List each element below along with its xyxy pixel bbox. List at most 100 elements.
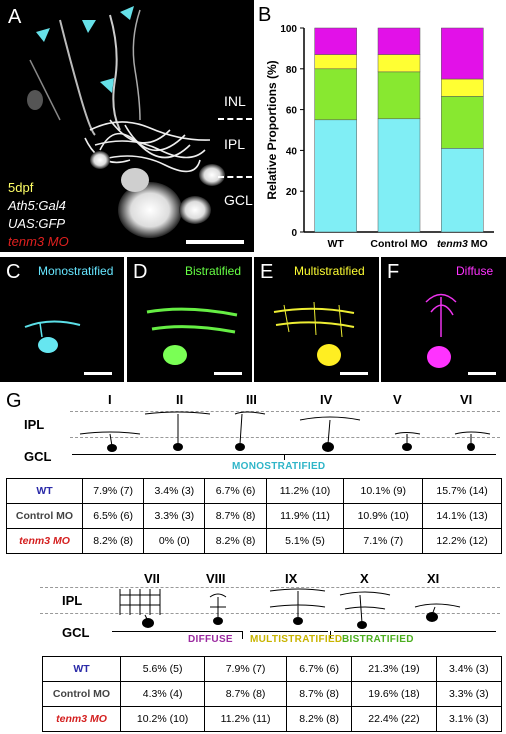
row-label: tenm3 MO: [6, 528, 83, 554]
layer-label-gcl: GCL: [224, 192, 253, 208]
panel-d-micrograph: [127, 257, 252, 382]
table-cell: 11.2% (10): [265, 478, 345, 504]
arrowhead-icon: [82, 20, 96, 33]
table-row: tenm3 MO 8.2% (8) 0% (0) 8.2% (8) 5.1% (5) 7.…: [6, 528, 502, 554]
table-cell: 10.9% (10): [343, 503, 424, 529]
category-monostratified: MONOSTRATIFIED: [232, 461, 326, 472]
ipl-label: IPL: [24, 417, 45, 432]
scale-bar: [340, 372, 368, 375]
panel-c-micrograph: [0, 257, 124, 382]
bar-segment: [441, 78, 484, 97]
x-tick-label: tenm3 MO: [437, 238, 488, 250]
scale-bar: [468, 372, 496, 375]
panel-a-letter: A: [8, 6, 22, 28]
caption-line: tenm3 MO: [8, 234, 69, 249]
row-label: Control MO: [42, 681, 121, 707]
table-cell: 8.2% (8): [204, 528, 267, 554]
caption-line: Ath5:Gal4: [8, 198, 66, 213]
type-label: VI: [460, 392, 473, 407]
table-cell: 6.5% (6): [81, 503, 145, 529]
monostratified-table: WT 7.9% (7) 3.4% (3) 6.7% (6) 11.2% (10) 10.1…: [6, 478, 502, 554]
arrowhead-icon: [120, 6, 134, 20]
category-bracket: [112, 631, 242, 632]
table-cell: 8.7% (8): [285, 681, 353, 707]
type-label: V: [393, 392, 402, 407]
category-bracket-tick: [242, 631, 243, 639]
scale-bar: [84, 372, 112, 375]
table-cell: 3.4% (3): [143, 478, 206, 504]
arrowhead-icon: [100, 78, 114, 93]
table-cell: 15.7% (14): [422, 478, 502, 504]
bar-segment: [377, 118, 421, 233]
layer-divider: [218, 118, 252, 120]
bar-segment: [377, 71, 421, 120]
monostratified-cell-drawings: [79, 411, 491, 452]
type-label: XI: [427, 571, 440, 586]
ipl-boundary: [40, 613, 500, 614]
panel-e-letter: E: [260, 261, 274, 283]
retinal-ganglion-cell-image: [27, 6, 225, 238]
row-label: WT: [6, 478, 83, 504]
y-tick-label: 80: [286, 65, 298, 76]
row-label: WT: [42, 656, 121, 682]
row-label: Control MO: [6, 503, 83, 529]
x-tick-label: WT: [328, 238, 345, 250]
table-cell: 6.7% (6): [285, 656, 353, 682]
bar-segment: [314, 68, 357, 121]
table-row: WT 7.9% (7) 3.4% (3) 6.7% (6) 11.2% (10) 10.1…: [6, 478, 502, 504]
arrowhead-icon: [36, 28, 50, 42]
table-cell: 10.1% (9): [343, 478, 424, 504]
table-cell: 0% (0): [143, 528, 206, 554]
stacked-bar-chart: 0 20 40 60 80 100 Relative Proportions (%) WT Co…: [265, 24, 494, 250]
layer-divider: [218, 176, 252, 178]
y-tick-label: 60: [286, 106, 298, 117]
y-tick-label: 100: [280, 24, 297, 35]
other-cell-drawings: [119, 588, 461, 629]
type-label: II: [176, 392, 184, 407]
bar-segment: [441, 148, 484, 233]
panel-d-letter: D: [133, 261, 148, 283]
caption-line: 5dpf: [8, 180, 34, 195]
table-cell: 14.1% (13): [422, 503, 502, 529]
category-bracket-tick: [330, 631, 331, 639]
table-cell: 7.9% (7): [81, 478, 145, 504]
category-bracket-tick: [284, 454, 285, 460]
layer-label-ipl: IPL: [224, 136, 246, 152]
table-cell: 21.3% (19): [351, 656, 437, 682]
table-cell: 4.3% (4): [119, 681, 206, 707]
panel-a-micrograph: [0, 0, 254, 252]
table-cell: 3.1% (3): [435, 706, 503, 732]
bar-segment: [314, 54, 357, 70]
table-cell: 22.4% (22): [351, 706, 437, 732]
cell-type-label: Bistratified: [185, 264, 242, 278]
x-tick-label: Control MO: [370, 238, 427, 250]
gcl-label: GCL: [62, 625, 90, 640]
table-cell: 11.9% (11): [265, 503, 345, 529]
table-cell: 19.6% (18): [351, 681, 437, 707]
bar-segment: [377, 54, 421, 73]
bar-segment: [377, 27, 421, 55]
table-cell: 3.3% (3): [435, 681, 503, 707]
table-cell: 3.4% (3): [435, 656, 503, 682]
category-bracket: [250, 631, 328, 632]
type-label: X: [360, 571, 369, 586]
y-tick-label: 40: [286, 146, 298, 157]
bar-segment: [441, 27, 484, 80]
table-cell: 5.6% (5): [119, 656, 206, 682]
type-label: IV: [320, 392, 333, 407]
table-cell: 6.7% (6): [204, 478, 267, 504]
panel-f-letter: F: [387, 261, 400, 283]
table-row: Control MO 6.5% (6) 3.3% (3) 8.7% (8) 11.9% …: [6, 503, 502, 529]
table-cell: 7.1% (7): [343, 528, 424, 554]
category-bracket: [334, 631, 496, 632]
y-tick-label: 0: [291, 228, 297, 239]
table-cell: 8.7% (8): [204, 681, 287, 707]
cell-type-label: Monostratified: [38, 264, 114, 278]
cell-type-label: Multistratified: [294, 264, 365, 278]
bar-segment: [314, 119, 357, 233]
table-cell: 7.9% (7): [204, 656, 287, 682]
table-row: WT 5.6% (5) 7.9% (7) 6.7% (6) 21.3% (19) 3.4%…: [42, 656, 503, 682]
category-multistratified: MULTISTRATIFIED: [250, 634, 343, 645]
y-axis-label: Relative Proportions (%): [265, 60, 279, 199]
scale-bar: [214, 372, 242, 375]
